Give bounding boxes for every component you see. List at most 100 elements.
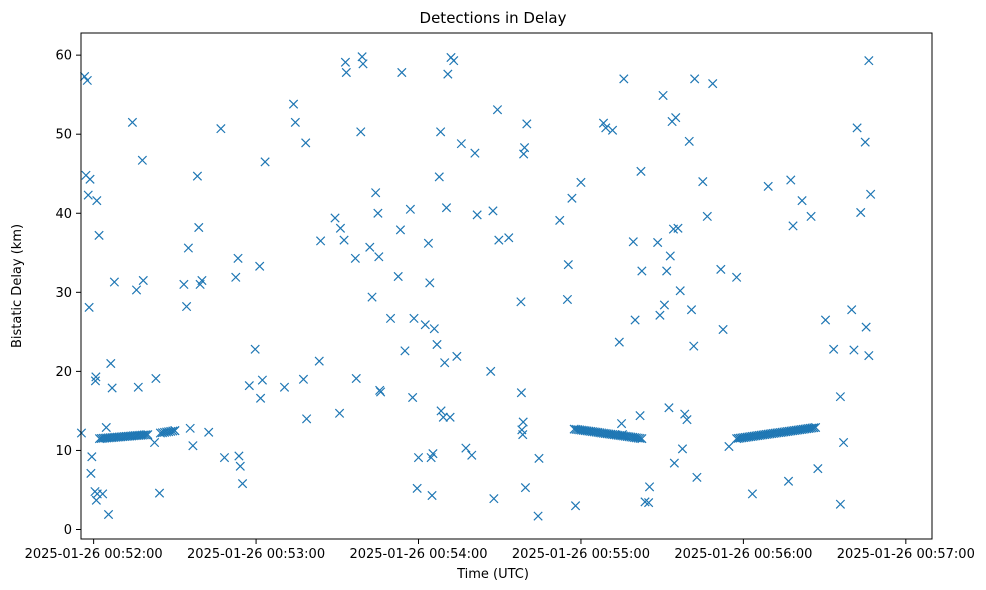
data-point-64 — [335, 223, 346, 233]
data-point-10 — [90, 376, 101, 386]
data-point-98 — [434, 172, 444, 182]
data-point-13 — [92, 195, 102, 206]
data-point-137 — [598, 118, 609, 128]
data-point-52 — [257, 375, 268, 385]
data-point-140 — [614, 337, 624, 347]
data-point-24 — [133, 382, 143, 392]
data-point-89 — [413, 452, 424, 463]
data-point-72 — [358, 59, 368, 69]
data-point-107 — [449, 56, 459, 66]
data-point-227 — [139, 430, 149, 440]
data-point-321 — [810, 422, 821, 433]
data-point-101 — [438, 412, 448, 422]
data-point-82 — [395, 225, 406, 235]
data-point-104 — [443, 69, 453, 79]
x-tick-label-0: 2025-01-26 00:52:00 — [25, 547, 163, 562]
y-tick-label-1: 10 — [55, 444, 72, 459]
data-point-80 — [385, 313, 396, 324]
data-point-195 — [852, 123, 862, 133]
data-point-149 — [640, 497, 650, 507]
data-point-6 — [85, 174, 95, 184]
data-point-180 — [747, 489, 758, 499]
data-point-66 — [340, 57, 351, 67]
data-point-146 — [635, 411, 645, 421]
data-point-274 — [635, 433, 645, 443]
data-point-116 — [489, 494, 499, 504]
data-point-152 — [653, 237, 663, 248]
data-point-47 — [237, 479, 248, 489]
data-point-114 — [486, 366, 496, 377]
data-point-57 — [298, 374, 309, 384]
data-point-136 — [576, 177, 586, 188]
data-point-70 — [356, 127, 366, 137]
x-tick-label-5: 2025-01-26 00:57:00 — [837, 547, 975, 562]
data-point-56 — [290, 117, 300, 127]
data-point-29 — [154, 488, 165, 498]
data-point-145 — [630, 315, 640, 325]
data-point-81 — [393, 271, 403, 282]
data-point-179 — [731, 272, 742, 282]
data-point-44 — [233, 253, 243, 263]
data-point-200 — [866, 189, 876, 199]
data-point-177 — [718, 324, 728, 335]
data-point-86 — [408, 392, 418, 403]
data-point-28 — [151, 373, 161, 384]
data-point-182 — [783, 476, 794, 486]
data-point-49 — [250, 344, 260, 354]
plot-area — [76, 52, 876, 521]
data-point-17 — [101, 422, 111, 433]
data-point-45 — [234, 451, 244, 461]
data-point-50 — [255, 261, 265, 271]
data-point-178 — [724, 441, 734, 452]
data-point-37 — [194, 222, 204, 233]
data-point-135 — [570, 501, 581, 511]
data-point-185 — [797, 195, 807, 206]
data-point-162 — [671, 112, 681, 123]
data-point-33 — [183, 243, 194, 253]
data-point-166 — [680, 409, 690, 419]
data-point-129 — [533, 511, 543, 521]
x-tick-label-3: 2025-01-26 00:55:00 — [512, 547, 650, 562]
data-point-275 — [637, 433, 647, 444]
data-point-99 — [435, 127, 446, 137]
data-point-128 — [522, 119, 532, 129]
data-point-181 — [763, 181, 773, 192]
data-point-7 — [86, 468, 96, 479]
data-point-76 — [373, 208, 383, 218]
data-point-192 — [838, 437, 849, 448]
data-point-20 — [107, 383, 117, 393]
data-point-157 — [664, 403, 674, 413]
data-point-169 — [686, 305, 697, 315]
data-point-68 — [350, 253, 360, 263]
data-point-40 — [204, 427, 214, 437]
data-point-120 — [516, 297, 526, 307]
data-point-48 — [244, 380, 254, 391]
data-point-90 — [420, 320, 430, 330]
data-point-3 — [82, 75, 92, 86]
data-point-32 — [181, 301, 192, 312]
data-point-273 — [633, 433, 643, 443]
data-point-168 — [684, 136, 694, 146]
data-point-126 — [519, 143, 530, 153]
data-point-131 — [555, 215, 565, 226]
y-tick-label-0: 0 — [64, 523, 72, 538]
data-point-79 — [375, 387, 386, 397]
y-tick-label-5: 50 — [55, 128, 72, 143]
data-point-35 — [188, 441, 198, 451]
data-point-97 — [432, 339, 442, 350]
data-point-108 — [452, 351, 462, 361]
data-point-51 — [255, 393, 266, 403]
data-point-183 — [786, 175, 796, 185]
data-point-134 — [567, 193, 577, 203]
data-point-229 — [143, 430, 153, 440]
data-point-228 — [141, 430, 151, 440]
data-point-147 — [636, 166, 646, 176]
data-point-19 — [106, 358, 116, 369]
data-point-31 — [179, 279, 189, 290]
data-point-198 — [861, 322, 871, 332]
data-point-197 — [860, 137, 870, 147]
data-point-156 — [662, 266, 672, 276]
data-point-1 — [79, 71, 90, 82]
data-point-75 — [371, 188, 381, 198]
y-tick-label-6: 60 — [55, 49, 72, 64]
